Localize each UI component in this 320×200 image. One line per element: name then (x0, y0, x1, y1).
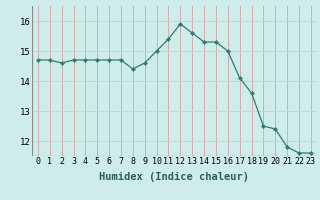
X-axis label: Humidex (Indice chaleur): Humidex (Indice chaleur) (100, 172, 249, 182)
